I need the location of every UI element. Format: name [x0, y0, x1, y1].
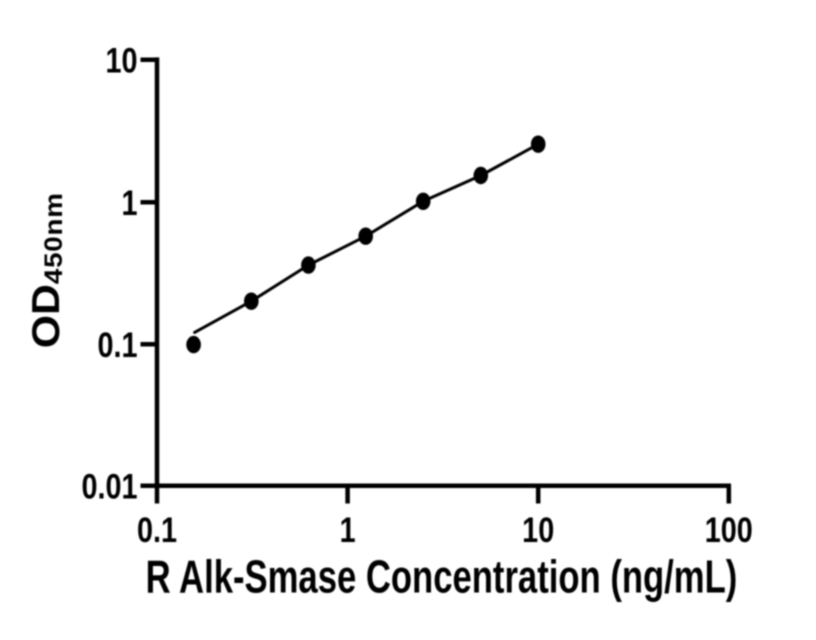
svg-text:10: 10	[522, 511, 554, 550]
svg-text:R Alk-Smase Concentration (ng/: R Alk-Smase Concentration (ng/mL)	[146, 551, 738, 603]
svg-text:10: 10	[105, 41, 137, 80]
svg-text:100: 100	[705, 511, 753, 550]
svg-text:1: 1	[340, 511, 356, 550]
svg-text:1: 1	[121, 183, 137, 222]
svg-text:0.1: 0.1	[97, 325, 137, 364]
svg-text:0.1: 0.1	[137, 511, 177, 550]
svg-text:0.01: 0.01	[81, 467, 137, 506]
